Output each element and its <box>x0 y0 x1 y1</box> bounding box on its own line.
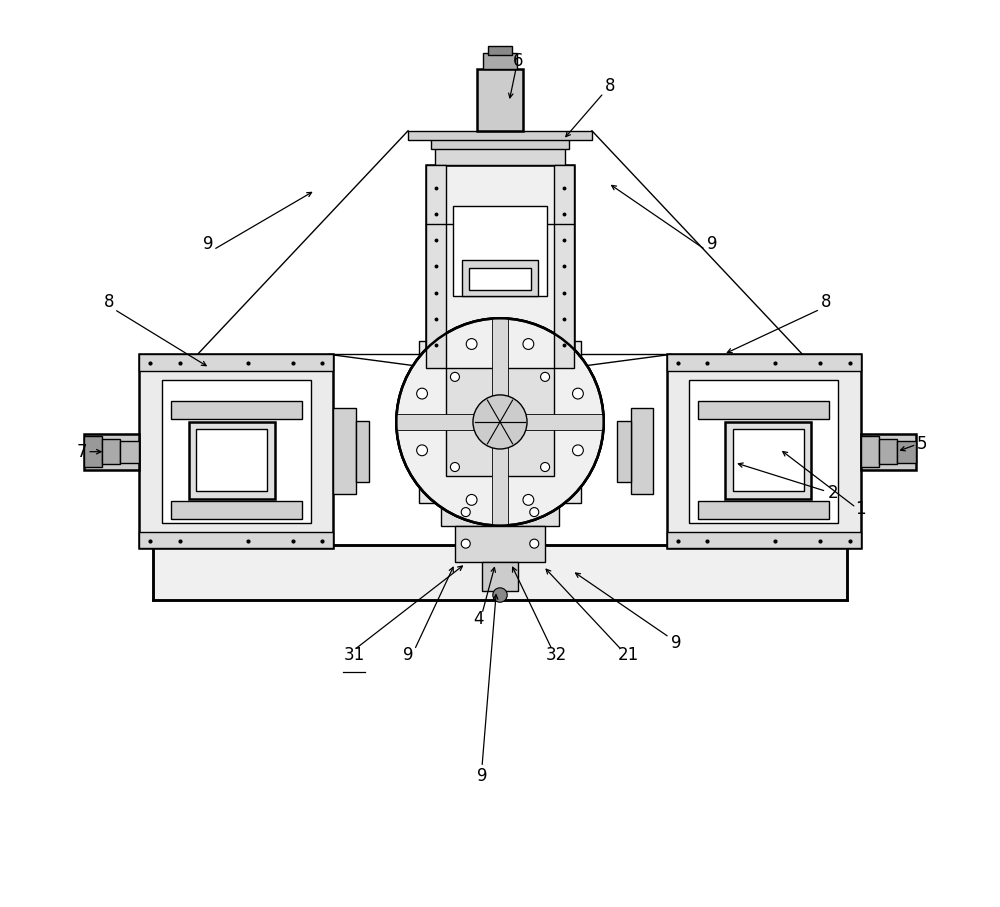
Bar <box>408 131 592 140</box>
Bar <box>139 532 333 548</box>
Bar <box>189 422 275 499</box>
Bar <box>475 381 525 395</box>
Text: 2: 2 <box>828 484 839 502</box>
Circle shape <box>530 508 539 517</box>
Bar <box>424 379 576 395</box>
Bar <box>667 355 861 371</box>
Circle shape <box>493 588 507 602</box>
Circle shape <box>417 445 427 455</box>
Bar <box>617 421 631 483</box>
Bar <box>396 414 604 430</box>
Bar <box>725 422 811 499</box>
Bar <box>441 490 559 526</box>
Circle shape <box>541 373 550 381</box>
Text: 9: 9 <box>707 235 718 253</box>
Circle shape <box>396 318 604 526</box>
Bar <box>631 408 653 494</box>
Circle shape <box>523 338 534 349</box>
Text: 9: 9 <box>477 767 487 785</box>
Text: 7: 7 <box>76 443 87 461</box>
Circle shape <box>417 388 427 399</box>
Bar <box>120 441 139 463</box>
Circle shape <box>461 539 470 548</box>
Bar <box>196 429 267 492</box>
Circle shape <box>530 539 539 548</box>
Bar <box>139 355 333 371</box>
Bar <box>171 502 302 520</box>
Text: 6: 6 <box>513 53 523 71</box>
Circle shape <box>573 445 583 455</box>
Text: 9: 9 <box>671 634 681 652</box>
Bar <box>446 368 554 476</box>
Bar <box>698 401 829 419</box>
Bar <box>554 165 574 368</box>
Bar <box>689 380 838 523</box>
Bar <box>897 441 916 463</box>
Text: 9: 9 <box>403 647 413 665</box>
Bar <box>466 395 491 420</box>
Bar <box>139 355 333 548</box>
Bar <box>483 54 517 70</box>
Circle shape <box>466 494 477 505</box>
Text: 8: 8 <box>821 293 832 311</box>
Circle shape <box>396 318 604 526</box>
Bar <box>861 434 916 470</box>
Bar <box>492 318 508 526</box>
Text: 5: 5 <box>917 435 927 454</box>
Bar <box>426 165 574 368</box>
Bar <box>171 401 302 419</box>
Bar <box>698 502 829 520</box>
Bar <box>102 439 120 464</box>
Bar <box>733 429 804 492</box>
Text: 4: 4 <box>473 610 484 629</box>
Bar <box>462 259 538 296</box>
Text: 31: 31 <box>343 647 365 665</box>
Circle shape <box>461 508 470 517</box>
Circle shape <box>466 338 477 349</box>
Bar <box>477 70 523 131</box>
Bar <box>488 46 512 55</box>
Bar <box>419 341 581 503</box>
Bar <box>482 561 518 591</box>
Bar <box>431 138 569 149</box>
Text: 8: 8 <box>605 77 615 94</box>
Circle shape <box>450 373 459 381</box>
Text: 8: 8 <box>104 293 114 311</box>
Bar <box>861 436 879 467</box>
Bar <box>356 421 369 483</box>
Bar <box>435 147 565 165</box>
Bar <box>879 439 897 464</box>
Text: 9: 9 <box>203 235 213 253</box>
Bar <box>426 165 446 368</box>
Bar <box>667 532 861 548</box>
Text: 32: 32 <box>545 647 567 665</box>
Bar <box>333 408 356 494</box>
Bar <box>453 206 547 296</box>
Circle shape <box>473 395 527 449</box>
Bar <box>162 380 311 523</box>
Text: 21: 21 <box>617 647 639 665</box>
Bar <box>419 366 581 381</box>
Circle shape <box>541 463 550 472</box>
Circle shape <box>573 388 583 399</box>
Bar <box>667 355 861 548</box>
Bar <box>455 526 545 561</box>
Bar <box>84 434 139 470</box>
Bar <box>469 268 531 290</box>
Bar <box>509 395 534 420</box>
Circle shape <box>450 463 459 472</box>
Bar <box>84 436 102 467</box>
Text: 1: 1 <box>855 501 866 519</box>
Bar <box>153 545 847 600</box>
Circle shape <box>523 494 534 505</box>
